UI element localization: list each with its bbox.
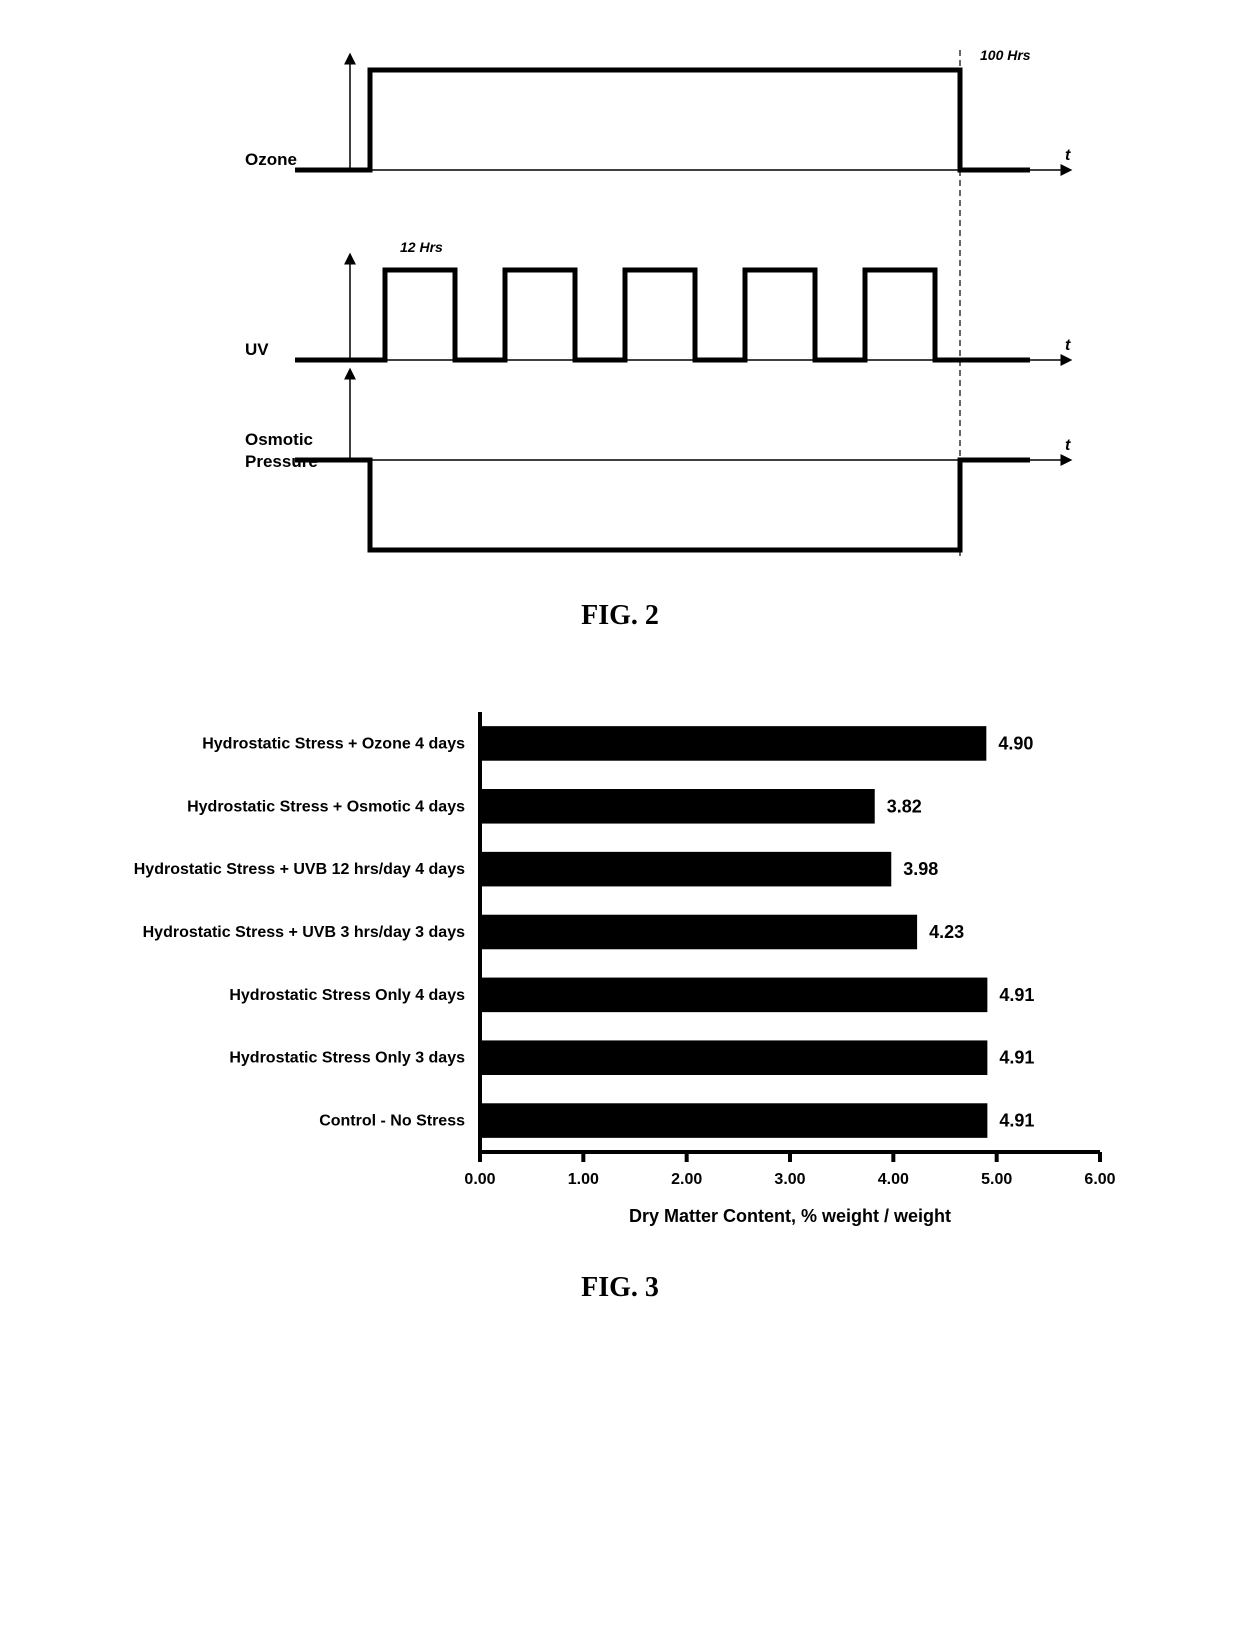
svg-text:Control - No Stress: Control - No Stress (319, 1113, 465, 1130)
svg-text:4.90: 4.90 (998, 733, 1033, 753)
svg-text:4.23: 4.23 (929, 922, 964, 942)
fig2-svg: 100 HrstOzonetUV12 HrstOsmoticPressure (150, 20, 1090, 580)
figure-2: 100 HrstOzonetUV12 HrstOsmoticPressure F… (20, 20, 1220, 632)
svg-text:Osmotic: Osmotic (245, 430, 313, 449)
svg-text:Hydrostatic Stress Only 4 days: Hydrostatic Stress Only 4 days (229, 987, 465, 1004)
svg-text:Hydrostatic Stress + Osmotic 4: Hydrostatic Stress + Osmotic 4 days (187, 798, 465, 815)
figure-2-caption: FIG. 2 (20, 600, 1220, 632)
svg-text:3.82: 3.82 (887, 796, 922, 816)
svg-text:12 Hrs: 12 Hrs (400, 239, 443, 255)
svg-text:2.00: 2.00 (671, 1171, 702, 1188)
figure-3: 4.90 Hydrostatic Stress + Ozone 4 days 3.8… (20, 692, 1220, 1304)
svg-text:100 Hrs: 100 Hrs (980, 47, 1031, 63)
svg-text:4.00: 4.00 (878, 1171, 909, 1188)
svg-text:4.91: 4.91 (999, 1111, 1034, 1131)
svg-text:Hydrostatic Stress + UVB 12 hr: Hydrostatic Stress + UVB 12 hrs/day 4 da… (134, 861, 465, 878)
svg-text:1.00: 1.00 (568, 1171, 599, 1188)
svg-text:0.00: 0.00 (464, 1171, 495, 1188)
svg-text:t: t (1065, 437, 1071, 454)
svg-text:Hydrostatic Stress + UVB 3 hrs: Hydrostatic Stress + UVB 3 hrs/day 3 day… (143, 924, 465, 941)
svg-text:4.91: 4.91 (999, 1048, 1034, 1068)
svg-text:UV: UV (245, 340, 269, 359)
svg-text:6.00: 6.00 (1084, 1171, 1115, 1188)
figure-2-svg-container: 100 HrstOzonetUV12 HrstOsmoticPressure (20, 20, 1220, 580)
svg-text:5.00: 5.00 (981, 1171, 1012, 1188)
svg-text:3.00: 3.00 (774, 1171, 805, 1188)
figure-3-svg-container: 4.90 Hydrostatic Stress + Ozone 4 days 3.8… (20, 692, 1220, 1252)
svg-text:4.91: 4.91 (999, 985, 1034, 1005)
svg-text:t: t (1065, 147, 1071, 164)
fig3-svg: 4.90 Hydrostatic Stress + Ozone 4 days 3.8… (100, 692, 1140, 1252)
svg-text:Hydrostatic Stress Only 3 day: Hydrostatic Stress Only 3 days (229, 1050, 465, 1067)
svg-text:t: t (1065, 337, 1071, 354)
figure-3-caption: FIG. 3 (20, 1272, 1220, 1304)
svg-text:Hydrostatic Stress + Ozone 4 d: Hydrostatic Stress + Ozone 4 days (202, 735, 465, 752)
svg-text:Ozone: Ozone (245, 150, 297, 169)
svg-text:Dry Matter Content, % weight /: Dry Matter Content, % weight / weight (629, 1206, 951, 1226)
svg-text:3.98: 3.98 (903, 859, 938, 879)
